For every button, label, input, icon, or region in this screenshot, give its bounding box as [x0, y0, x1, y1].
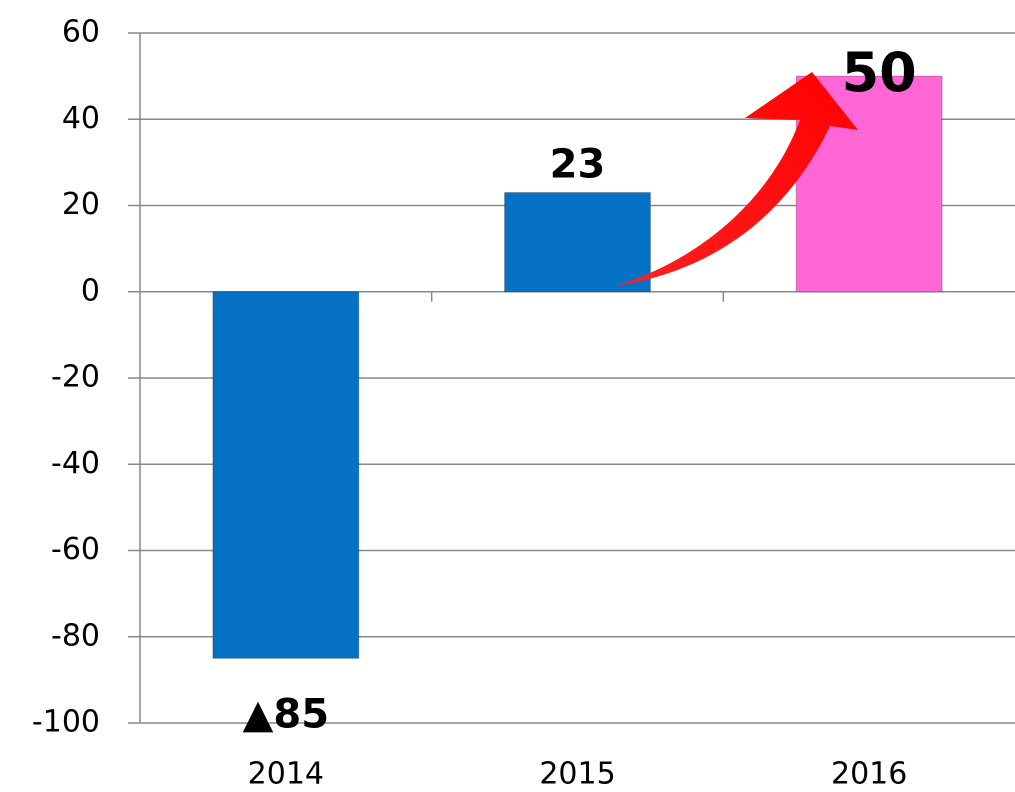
value-label: 50 — [842, 41, 917, 104]
x-tick-label: 2014 — [248, 757, 324, 792]
x-tick-label: 2015 — [539, 757, 615, 792]
y-tick-label: -100 — [32, 705, 100, 740]
bar — [212, 291, 360, 659]
plot: -100 -80 -60 -40 -20 0 20 40 60 2014 ▲85 2015 23 2016… — [32, 15, 1015, 792]
y-tick-label: 0 — [81, 273, 100, 308]
x-tick-label: 2016 — [831, 757, 907, 792]
y-tick-label: -80 — [51, 618, 100, 653]
y-tick-label: -40 — [51, 446, 100, 481]
y-tick-label: 40 — [62, 101, 100, 136]
y-tick-label: -60 — [51, 532, 100, 567]
y-tick-label: -20 — [51, 360, 100, 395]
y-tick-label: 60 — [62, 15, 100, 50]
bar — [504, 192, 651, 293]
value-label: 23 — [550, 142, 606, 188]
value-label: ▲85 — [243, 691, 329, 737]
y-tick-label: 20 — [62, 187, 100, 222]
